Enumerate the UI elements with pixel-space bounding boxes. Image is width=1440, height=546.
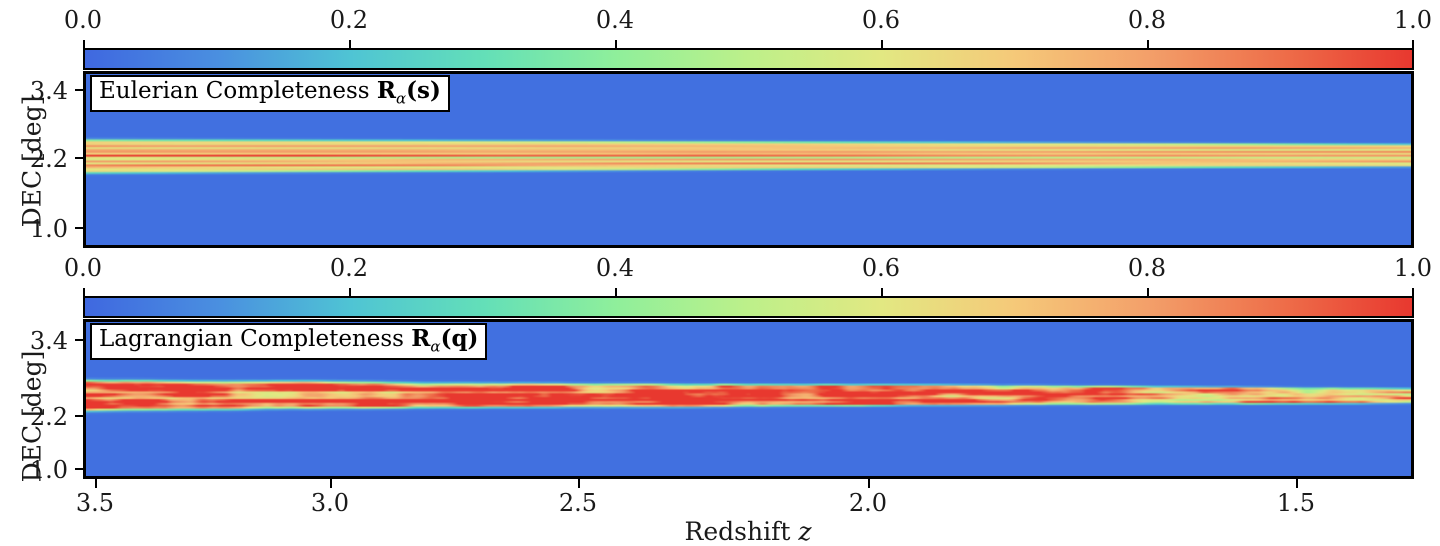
colorbar-bottom-ticklabel-1: 0.2: [329, 254, 369, 282]
colorbar-top-ticklabel-3: 0.6: [861, 6, 901, 34]
lagrangian-ytick-label-0: 3.4: [29, 327, 68, 355]
colorbar-top-ticklabel-1: 0.2: [329, 6, 369, 34]
xaxis-ticklabel-4: 1.5: [1276, 489, 1316, 517]
eulerian-ytick-label-2: 1.0: [29, 215, 68, 243]
xaxis-ticklabel-1: 3.0: [310, 489, 350, 517]
colorbar-bottom: [83, 296, 1414, 318]
colorbar-top: [83, 48, 1414, 70]
x-axis-label-symbol: z: [798, 517, 812, 546]
xaxis-ticklabel-2: 2.5: [558, 489, 598, 517]
colorbar-top-tick-2: [615, 40, 617, 49]
lagrangian-label-subscript: α: [430, 337, 441, 356]
colorbar-bottom-ticklabel-3: 0.6: [861, 254, 901, 282]
lagrangian-ytick-2: [75, 468, 84, 470]
lagrangian-label-symbol: R: [411, 325, 431, 352]
lagrangian-ytick-label-1: 2.2: [29, 403, 68, 431]
colorbar-top-ticklabel-0: 0.0: [63, 6, 103, 34]
colorbar-top-ticklabel-4: 0.8: [1127, 6, 1167, 34]
colorbar-bottom-tick-5: [1412, 288, 1414, 297]
colorbar-top-ticklabel-5: 1.0: [1393, 6, 1433, 34]
colorbar-bottom-tick-2: [615, 288, 617, 297]
lagrangian-ytick-label-2: 1.0: [29, 456, 68, 484]
colorbar-top-tick-4: [1147, 40, 1149, 49]
eulerian-ytick-0: [75, 89, 84, 91]
x-axis-label: Redshift z: [588, 517, 908, 546]
colorbar-bottom-ticklabel-5: 1.0: [1393, 254, 1433, 282]
panel-lagrangian: 0.0 0.2 0.4 0.6 0.8 1.0 DEC [deg] 3.4 2.…: [0, 254, 1440, 546]
eulerian-ytick-2: [75, 227, 84, 229]
lagrangian-ytick-0: [75, 339, 84, 341]
eulerian-ytick-label-0: 3.4: [29, 77, 68, 105]
xaxis-tick-2: [578, 479, 580, 488]
colorbar-bottom-tick-4: [1147, 288, 1149, 297]
lagrangian-label-argument: (q): [440, 325, 479, 352]
eulerian-panel-label: Eulerian Completeness Rα(s): [90, 75, 450, 113]
lagrangian-panel-label: Lagrangian Completeness Rα(q): [90, 323, 488, 361]
colorbar-top-gradient: [85, 50, 1412, 68]
panel-eulerian: 0.0 0.2 0.4 0.6 0.8 1.0 DEC [deg] 3.4 2.…: [0, 0, 1440, 260]
colorbar-bottom-tick-3: [881, 288, 883, 297]
eulerian-ytick-label-1: 2.2: [29, 145, 68, 173]
xaxis-tick-4: [1296, 479, 1298, 488]
eulerian-ytick-1: [75, 157, 84, 159]
eulerian-label-text: Eulerian Completeness: [99, 78, 377, 104]
xaxis-tick-0: [95, 479, 97, 488]
xaxis-tick-1: [330, 479, 332, 488]
colorbar-bottom-ticklabel-2: 0.4: [595, 254, 635, 282]
colorbar-bottom-ticklabel-0: 0.0: [63, 254, 103, 282]
colorbar-top-tick-5: [1412, 40, 1414, 49]
colorbar-top-tick-1: [349, 40, 351, 49]
eulerian-label-symbol: R: [376, 77, 397, 104]
xaxis-ticklabel-0: 3.5: [75, 489, 115, 517]
colorbar-top-tick-3: [881, 40, 883, 49]
colorbar-top-tick-0: [83, 40, 85, 49]
colorbar-bottom-tick-0: [83, 288, 85, 297]
colorbar-bottom-gradient: [85, 298, 1412, 316]
x-axis-label-text: Redshift: [684, 517, 799, 546]
lagrangian-label-text: Lagrangian Completeness: [99, 326, 412, 352]
lagrangian-ytick-1: [75, 415, 84, 417]
colorbar-bottom-tick-1: [349, 288, 351, 297]
eulerian-label-subscript: α: [396, 89, 407, 108]
eulerian-label-argument: (s): [406, 77, 441, 104]
xaxis-tick-3: [868, 479, 870, 488]
xaxis-ticklabel-3: 2.0: [848, 489, 888, 517]
colorbar-bottom-ticklabel-4: 0.8: [1127, 254, 1167, 282]
colorbar-top-ticklabel-2: 0.4: [595, 6, 635, 34]
